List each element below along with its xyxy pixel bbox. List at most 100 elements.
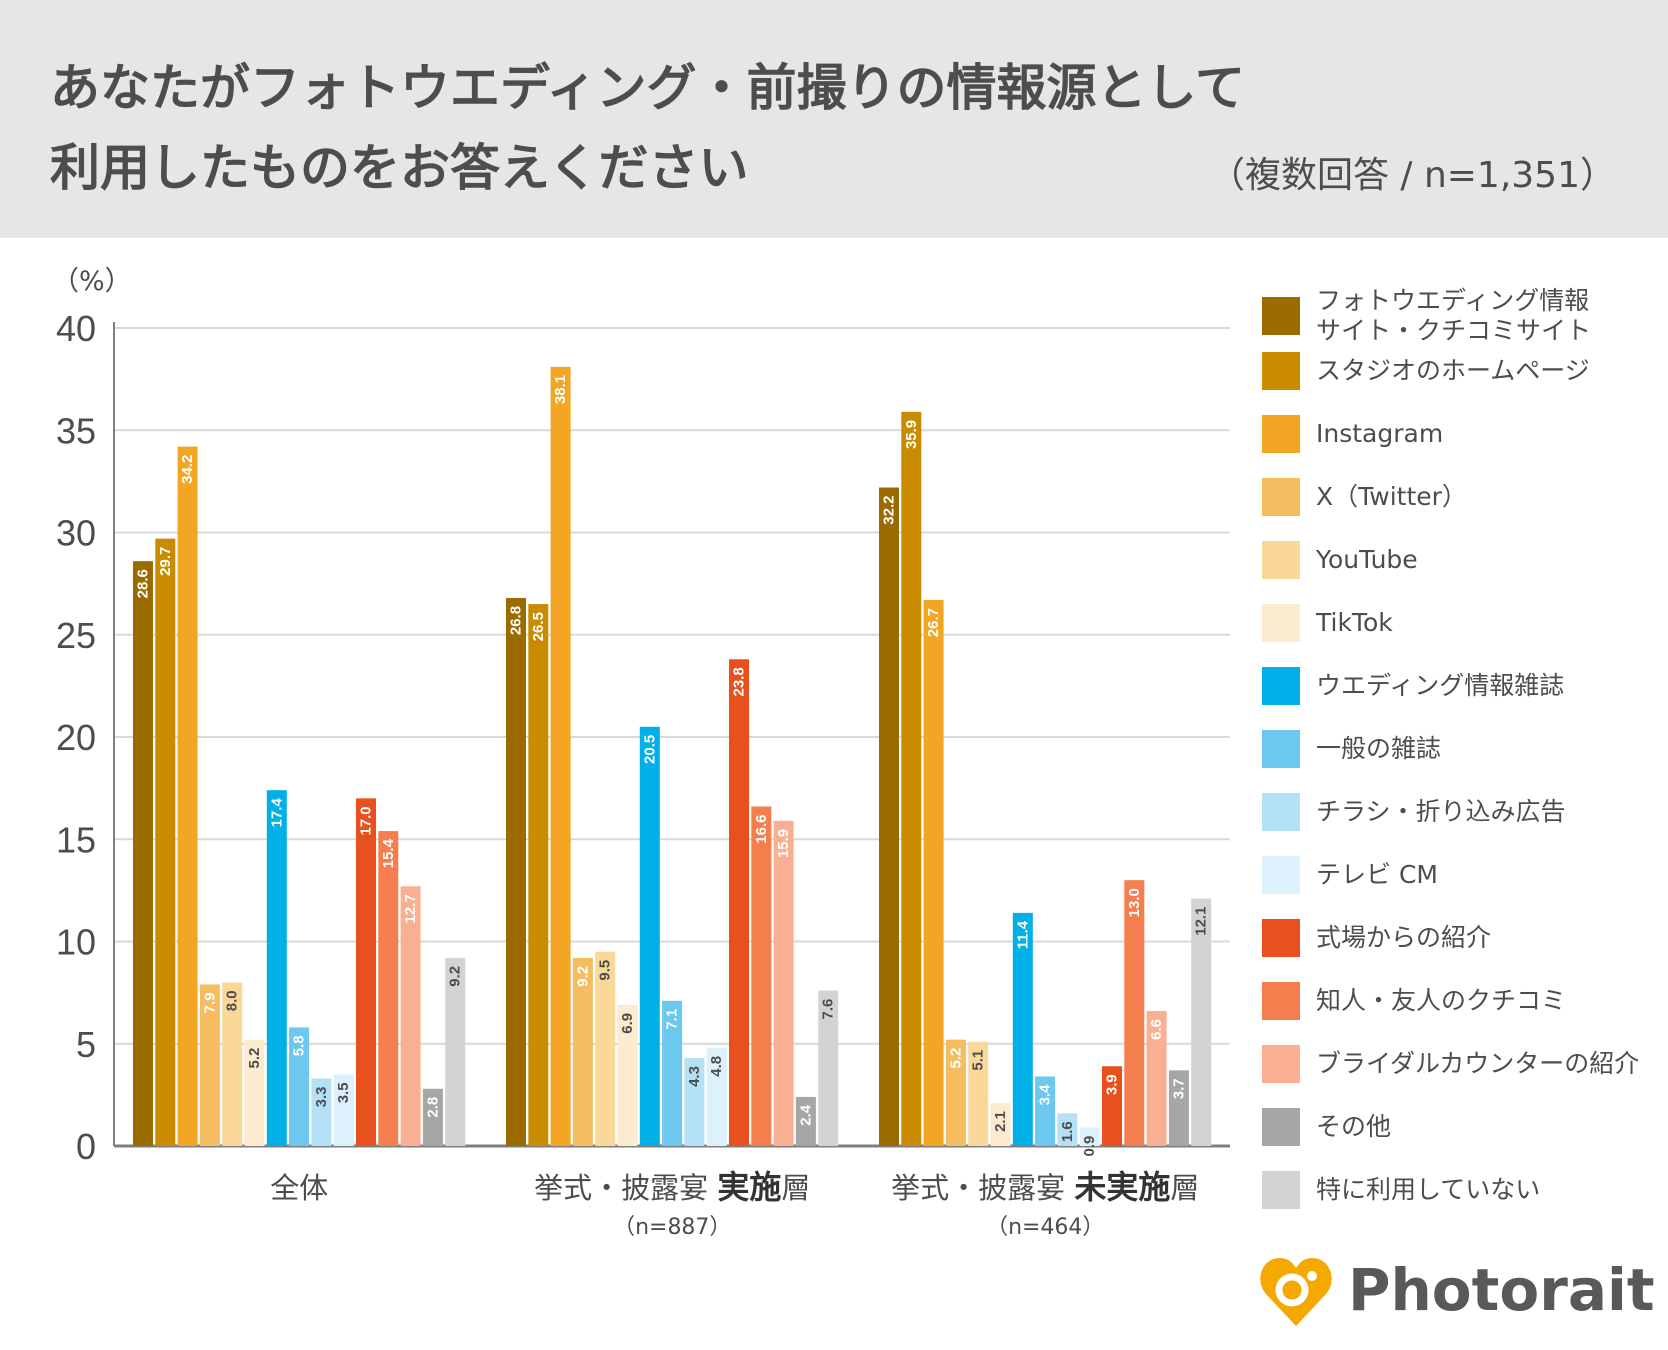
bar-7-group-1: [266, 790, 287, 1146]
bar-11-group-1: [356, 798, 376, 1146]
bar-12-group-3: [1124, 880, 1145, 1146]
bar-2-group-2: [528, 604, 549, 1146]
bar-5-group-3: [968, 1041, 989, 1146]
legend-swatch: [1262, 793, 1300, 831]
bar-6-group-2: [617, 1004, 638, 1146]
bar-15-group-2: [818, 990, 839, 1146]
legend-label: 式場からの紹介: [1316, 923, 1492, 952]
legend-label: スタジオのホームページ: [1316, 356, 1590, 385]
data-label: 4.3: [686, 1066, 703, 1087]
data-label: 11.4: [1014, 920, 1031, 949]
data-label: 3.4: [1037, 1084, 1054, 1106]
legend-item: 知人・友人のクチコミ: [1262, 982, 1662, 1020]
legend-swatch: [1262, 667, 1300, 705]
data-label: 6.6: [1148, 1019, 1165, 1040]
y-tick-label: 15: [56, 819, 96, 860]
data-label: 7.1: [664, 1009, 681, 1030]
bar-5-group-1: [222, 982, 243, 1146]
legend-swatch: [1262, 1108, 1300, 1146]
sample-size-note: （複数回答 / n=1,351）: [1208, 155, 1616, 196]
legend-swatch: [1262, 919, 1300, 957]
bar-4-group-1: [199, 984, 220, 1146]
data-label: 26.5: [530, 612, 547, 641]
legend-swatch: [1262, 297, 1300, 335]
data-label: 3.5: [335, 1082, 352, 1103]
legend-swatch: [1262, 856, 1300, 894]
bar-10-group-2: [706, 1047, 727, 1146]
legend-label: ブライダルカウンターの紹介: [1316, 1049, 1640, 1078]
x-group-sample-size: （n=887）: [613, 1215, 731, 1240]
legend-item: スタジオのホームページ: [1262, 352, 1662, 390]
legend-item: その他: [1262, 1108, 1662, 1146]
legend-item: X（Twitter）: [1262, 478, 1662, 516]
legend-label: 一般の雑誌: [1316, 734, 1442, 763]
legend-label: Instagram: [1316, 419, 1444, 448]
bar-14-group-3: [1168, 1070, 1189, 1146]
data-label: 23.8: [731, 667, 748, 696]
data-label: 7.9: [201, 992, 218, 1013]
y-tick-label: 10: [56, 922, 96, 963]
legend-item: ブライダルカウンターの紹介: [1262, 1045, 1662, 1083]
legend-item: YouTube: [1262, 541, 1662, 579]
legend-item: チラシ・折り込み広告: [1262, 793, 1662, 831]
bar-13-group-2: [773, 820, 794, 1146]
legend-swatch: [1262, 415, 1300, 453]
legend-item: 一般の雑誌: [1262, 730, 1662, 768]
data-label: 3.3: [313, 1087, 330, 1108]
bar-9-group-1: [311, 1078, 332, 1146]
legend-label: X（Twitter）: [1316, 482, 1467, 511]
bar-7-group-2: [639, 726, 660, 1146]
legend-swatch: [1262, 541, 1300, 579]
data-label: 9.5: [597, 960, 614, 981]
data-label: 15.4: [380, 838, 397, 868]
bar-9-group-2: [684, 1058, 705, 1146]
bar-1-group-3: [879, 487, 899, 1146]
header-banner: あなたがフォトウエディング・前撮りの情報源として 利用したものをお答えください …: [0, 0, 1668, 238]
data-label: 38.1: [552, 375, 569, 404]
data-label: 26.8: [508, 606, 525, 635]
data-label: 13.0: [1126, 888, 1143, 917]
x-group-sample-size: （n=464）: [986, 1215, 1104, 1240]
legend-item: フォトウエディング情報 サイト・クチコミサイト: [1262, 286, 1662, 346]
legend-swatch: [1262, 982, 1300, 1020]
legend-item: テレビ CM: [1262, 856, 1662, 894]
y-tick-label: 20: [56, 717, 96, 758]
legend-swatch: [1262, 604, 1300, 642]
legend-item: ウエディング情報雑誌: [1262, 667, 1662, 705]
bar-15-group-1: [445, 957, 466, 1146]
heart-icon: [1260, 1258, 1332, 1326]
data-label: 3.7: [1170, 1078, 1187, 1099]
bar-9-group-3: [1057, 1113, 1078, 1146]
bar-3-group-2: [550, 366, 571, 1147]
legend-label: チラシ・折り込み広告: [1316, 797, 1566, 826]
bar-8-group-1: [289, 1027, 310, 1146]
bar-8-group-2: [662, 1000, 683, 1146]
bar-13-group-3: [1146, 1011, 1167, 1146]
data-label: 32.2: [881, 496, 898, 525]
photorait-logo: Photorait: [1256, 1252, 1655, 1332]
bar-11-group-2: [729, 659, 749, 1146]
bar-6-group-1: [244, 1039, 265, 1146]
legend-label: ウエディング情報雑誌: [1316, 671, 1565, 700]
legend-label: 知人・友人のクチコミ: [1316, 986, 1567, 1015]
x-group-label: 挙式・披露宴 実施層: [534, 1168, 810, 1206]
data-label: 0.9: [1081, 1136, 1098, 1157]
data-label: 28.6: [135, 569, 152, 598]
bar-10-group-3: [1079, 1127, 1100, 1146]
bar-7-group-3: [1012, 912, 1033, 1146]
x-group-label: 挙式・披露宴 未実施層: [891, 1168, 1199, 1206]
y-axis-unit: （%）: [52, 266, 132, 297]
bar-5-group-2: [595, 951, 616, 1146]
legend-label: その他: [1316, 1112, 1392, 1141]
bar-2-group-1: [155, 538, 176, 1146]
legend-item: 特に利用していない: [1262, 1171, 1662, 1209]
data-label: 15.9: [775, 829, 792, 858]
bar-4-group-3: [945, 1039, 966, 1146]
data-label: 8.0: [224, 990, 241, 1011]
bar-1-group-2: [506, 597, 526, 1146]
data-label: 20.5: [641, 735, 658, 764]
legend-swatch: [1262, 1045, 1300, 1083]
data-label: 4.8: [708, 1056, 725, 1077]
data-label: 9.2: [574, 966, 591, 987]
